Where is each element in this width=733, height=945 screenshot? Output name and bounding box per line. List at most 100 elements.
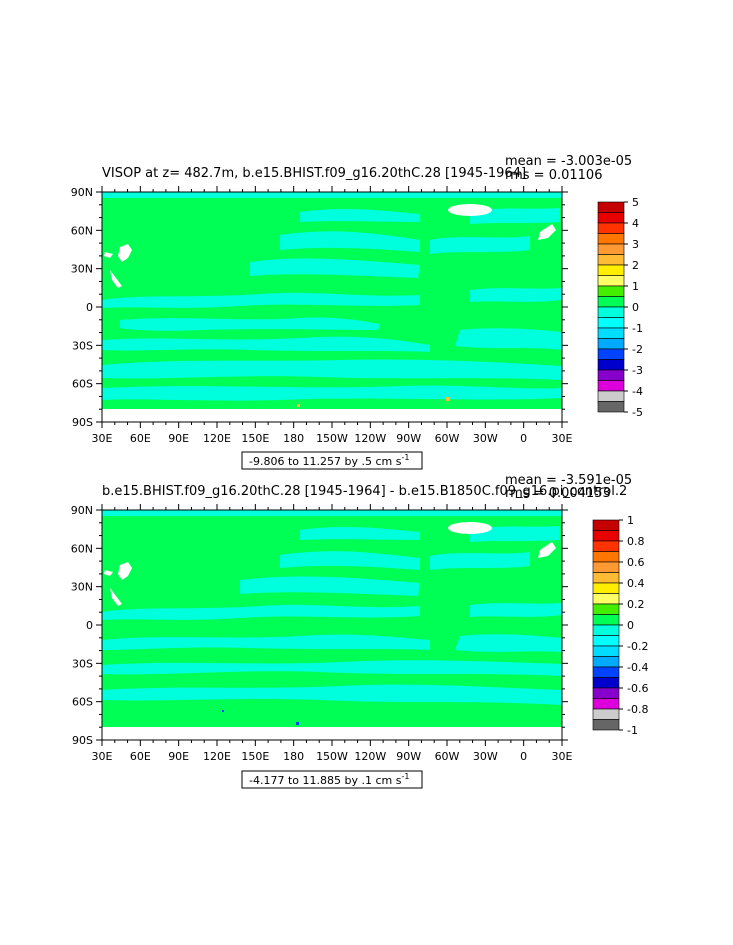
colorbar-swatch — [597, 401, 625, 413]
panel-2-colorbar: 1 0.8 0.6 0.4 0.2 0 -0.2 -0.4 -0.6 -0.8 -1 — [592, 514, 648, 737]
lat-tick-label: 60S — [72, 378, 93, 391]
colorbar-swatch — [597, 306, 625, 318]
panel-1-band — [120, 317, 380, 331]
panel-2-band — [102, 604, 420, 620]
panel-1-title: VISOP at z= 482.7m, b.e15.BHIST.f09_g16.… — [102, 166, 526, 181]
lon-tick-label: 30E — [552, 750, 573, 763]
colorbar-swatch — [592, 614, 620, 626]
colorbar-swatch — [592, 582, 620, 594]
panel-1-mean: mean = -3.003e-05 — [505, 154, 632, 169]
panel-2-band — [102, 634, 430, 650]
colorbar-swatch — [597, 369, 625, 381]
panel-2-band — [455, 634, 562, 652]
lon-tick-label: 90W — [396, 750, 421, 763]
colorbar-swatch — [597, 338, 625, 350]
colorbar-label: -0.6 — [627, 682, 648, 695]
colorbar-swatch — [597, 285, 625, 297]
colorbar-swatch — [592, 540, 620, 552]
lat-tick-label: 30S — [72, 657, 93, 670]
lon-tick-label: 120W — [354, 432, 386, 445]
lon-tick-label: 120E — [203, 750, 231, 763]
lat-tick-label: 60N — [71, 224, 93, 237]
panel-1-arctic-strip — [102, 192, 562, 198]
lon-tick-label: 150W — [316, 432, 348, 445]
panel-2-arctic-strip — [102, 510, 562, 516]
colorbar-swatch — [597, 296, 625, 308]
panel-2-range-label: -4.177 to 11.885 by .1 cm s-1 — [249, 772, 409, 787]
lon-tick-label: 150E — [241, 750, 269, 763]
lon-tick-label: 90E — [168, 432, 189, 445]
panel-2-band — [240, 576, 420, 596]
lon-tick-label: 30W — [473, 750, 498, 763]
panel-1-band — [470, 288, 562, 302]
panel-2-axes: 90N 60N 30N 0 30S 60S 90S 30E 60E 90E 120E 150E 180… — [71, 504, 573, 763]
panel-1-speck — [446, 397, 450, 401]
lon-tick-label: 60E — [130, 432, 151, 445]
panel-1-band — [102, 336, 430, 352]
colorbar-swatch — [592, 719, 620, 731]
panel-2-title: b.e15.BHIST.f09_g16.20thC.28 [1945-1964]… — [102, 484, 627, 499]
lon-tick-label: 30E — [552, 432, 573, 445]
colorbar-label: 0 — [632, 301, 639, 314]
colorbar-label: -2 — [632, 343, 643, 356]
colorbar-label: 0.4 — [627, 577, 645, 590]
panel-2-band — [102, 660, 562, 676]
colorbar-label: -4 — [632, 385, 643, 398]
colorbar-swatch — [592, 645, 620, 657]
lat-tick-label: 30N — [71, 263, 93, 276]
lat-tick-label: 90N — [71, 504, 93, 517]
panel-2-band — [430, 552, 530, 570]
panel-1-band — [250, 258, 420, 278]
panel-1-land-mask — [538, 224, 556, 240]
lat-tick-label: 30S — [72, 339, 93, 352]
panel-2-band — [470, 526, 560, 542]
colorbar-label: 0.2 — [627, 598, 645, 611]
colorbar-label: 0 — [627, 619, 634, 632]
panel-2-rms: rms = 0.004153 — [505, 486, 611, 501]
colorbar-swatch — [592, 677, 620, 689]
lon-tick-label: 90E — [168, 750, 189, 763]
panel-2-band — [470, 603, 562, 617]
colorbar-swatch — [592, 551, 620, 563]
panel-2-range-box: -4.177 to 11.885 by .1 cm s-1 — [241, 770, 423, 789]
colorbar-label: 0.6 — [627, 556, 645, 569]
colorbar-swatch — [592, 572, 620, 584]
colorbar-swatch — [597, 390, 625, 402]
lon-tick-label: 180 — [283, 432, 304, 445]
panel-2-lon-ticks: 30E 60E 90E 120E 150E 180 150W 120W 90W 60W 30W 0 30… — [92, 504, 573, 763]
colorbar-swatch — [597, 222, 625, 234]
lon-tick-label: 0 — [520, 432, 527, 445]
panel-1-lat-ticks: 90N 60N 30N 0 30S 60S 90S — [71, 186, 568, 429]
panel-1-band — [430, 236, 530, 254]
panel-1-band — [280, 231, 420, 252]
colorbar-swatch — [597, 212, 625, 224]
panel-1-land-mask — [110, 270, 122, 288]
panel-1-lon-ticks: 30E 60E 90E 120E 150E 180 150W 120W 90W 60W 30W 0 30… — [92, 186, 573, 445]
panel-1-band — [102, 385, 562, 401]
lon-tick-label: 120E — [203, 432, 231, 445]
lon-tick-label: 0 — [520, 750, 527, 763]
colorbar-label: -0.2 — [627, 640, 648, 653]
panel-2-lat-ticks: 90N 60N 30N 0 30S 60S 90S — [71, 504, 568, 747]
lat-tick-label: 0 — [86, 619, 93, 632]
colorbar-label: 5 — [632, 196, 639, 209]
panel-2-range-border — [241, 770, 423, 789]
colorbar-swatch — [597, 275, 625, 287]
colorbar-label: 1 — [632, 280, 639, 293]
panel-1: VISOP at z= 482.7m, b.e15.BHIST.f09_g16.… — [71, 154, 643, 470]
colorbar-label: 0.8 — [627, 535, 645, 548]
panel-1-map — [102, 192, 562, 422]
lat-tick-label: 60N — [71, 542, 93, 555]
lon-tick-label: 150W — [316, 750, 348, 763]
colorbar-swatch — [592, 698, 620, 710]
colorbar-label: -0.4 — [627, 661, 648, 674]
panel-1-speck — [297, 404, 300, 407]
colorbar-swatch — [597, 359, 625, 371]
lon-tick-label: 60W — [435, 750, 460, 763]
lat-tick-label: 90N — [71, 186, 93, 199]
colorbar-swatch — [597, 348, 625, 360]
panel-2-speck — [296, 722, 299, 725]
panel-2-range-sup: -1 — [401, 772, 409, 781]
colorbar-swatch — [597, 233, 625, 245]
